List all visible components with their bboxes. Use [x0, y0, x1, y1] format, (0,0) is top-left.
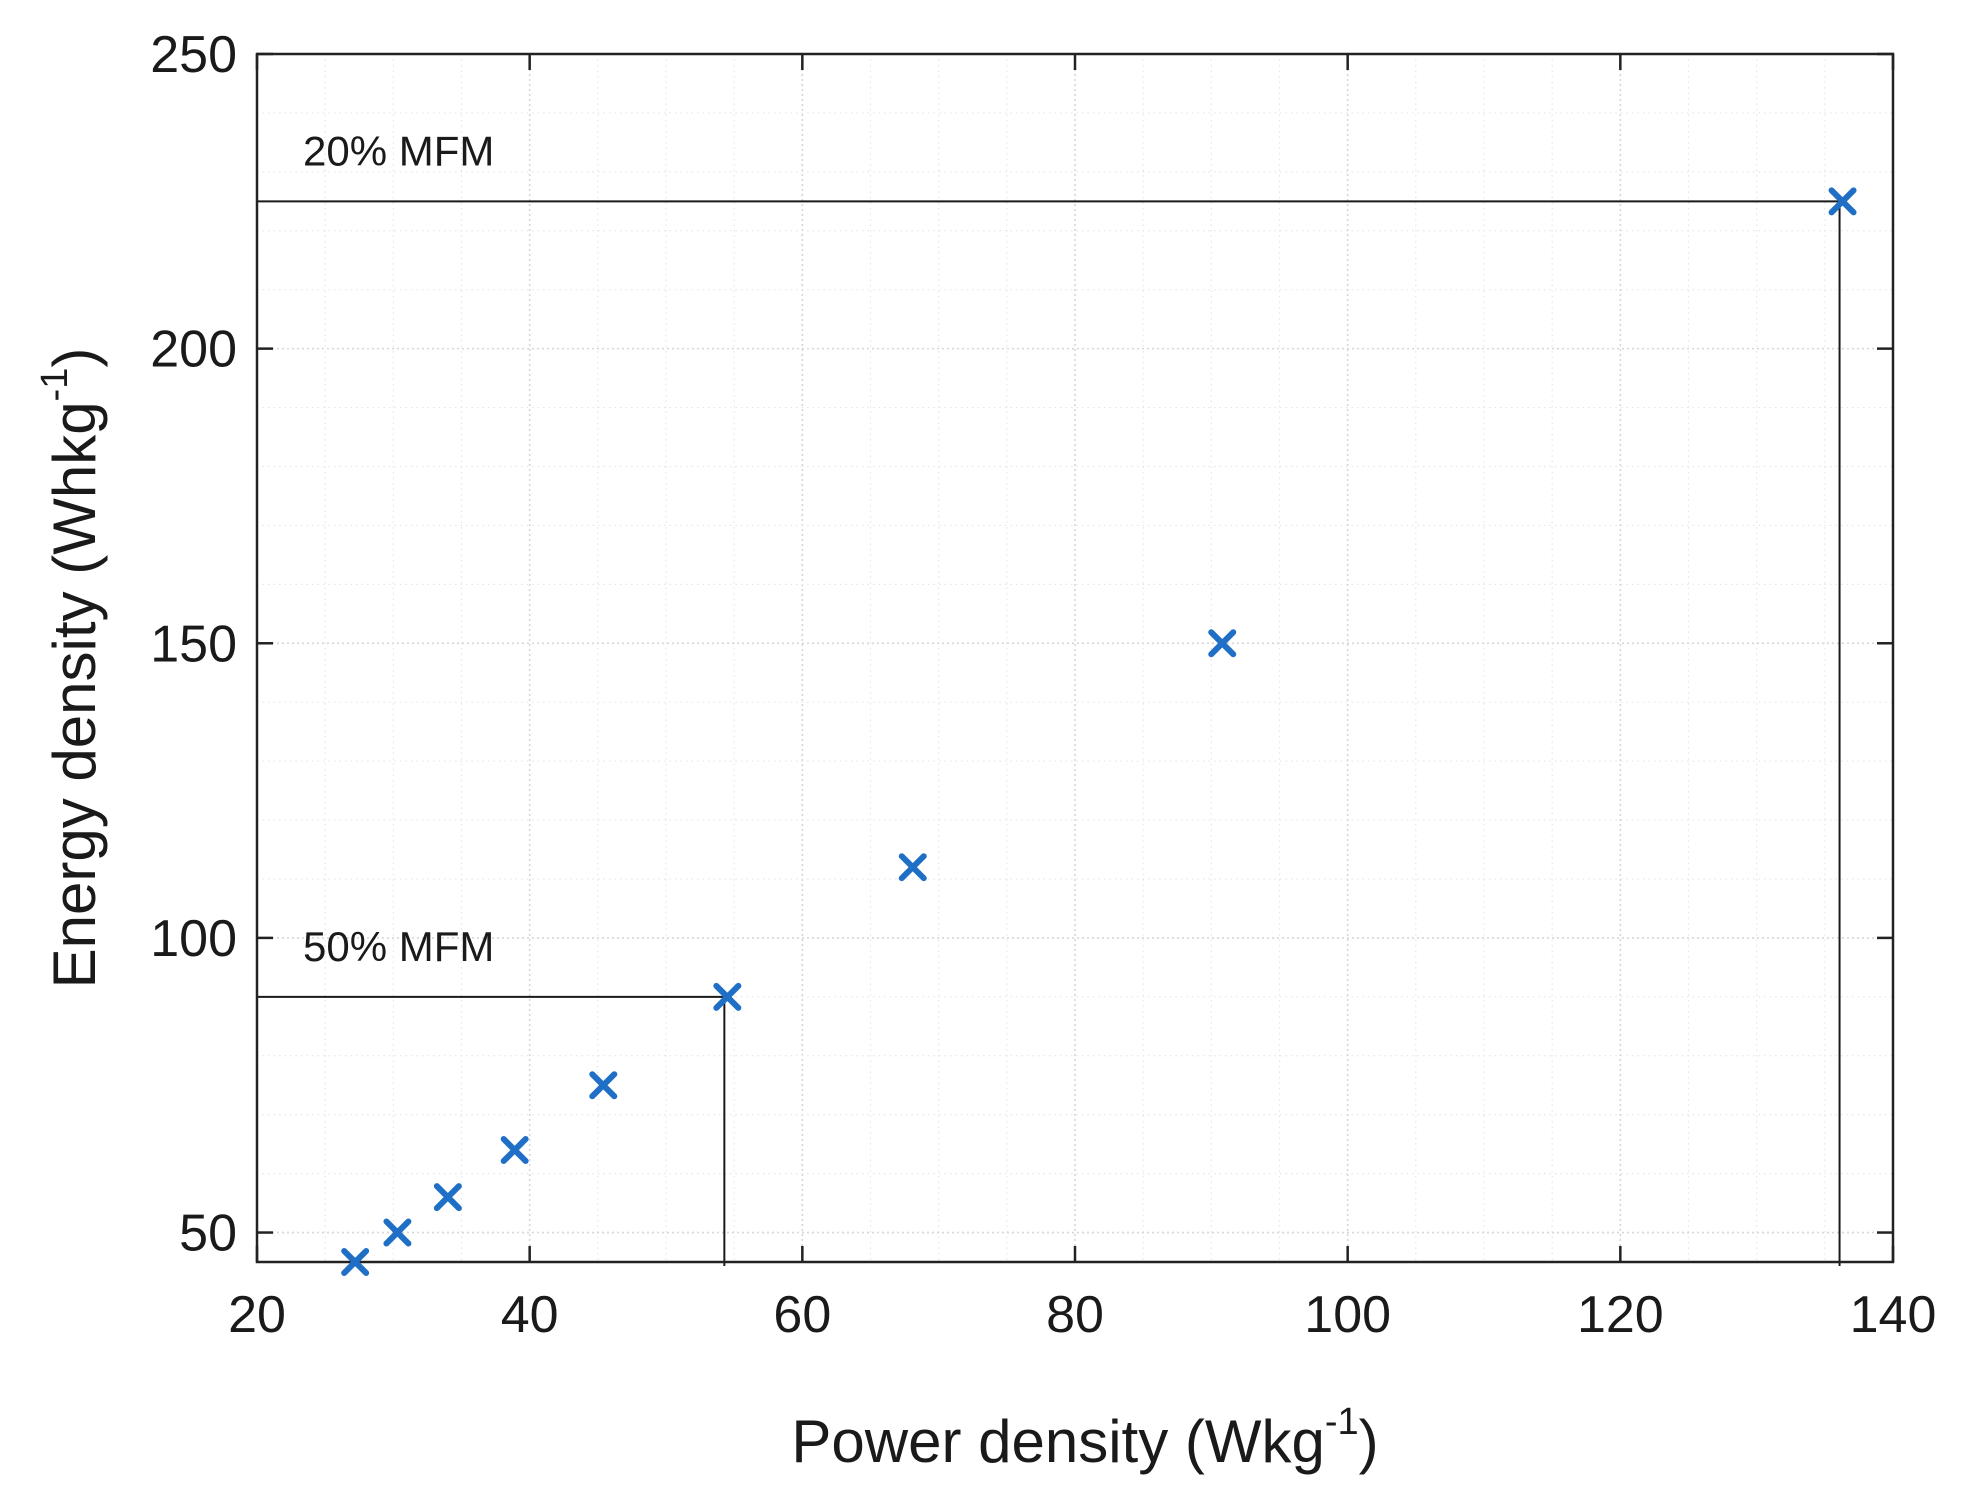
marker-stroke: [898, 853, 927, 882]
marker-stroke: [1208, 629, 1237, 658]
y-tick-label: 200: [150, 321, 237, 379]
annotations: 20% MFM 50% MFM: [303, 127, 494, 970]
marker-stroke: [341, 1248, 370, 1276]
x-tick-label: 60: [773, 1286, 831, 1344]
data-point: [433, 1183, 462, 1212]
x-tick-labels: 20 40 60 80 100 120 140: [228, 1286, 1936, 1344]
x-tick-label: 140: [1850, 1286, 1937, 1344]
marker-stroke: [383, 1218, 412, 1247]
x-tick-label: 100: [1304, 1286, 1391, 1344]
x-tick-label: 80: [1046, 1286, 1104, 1344]
y-axis-title: Energy density (Whkg-1): [34, 348, 108, 989]
marker-stroke: [713, 982, 742, 1011]
data-point: [383, 1218, 412, 1247]
ticks: [255, 52, 1895, 1262]
data-point: [589, 1071, 618, 1100]
annotation-label: 20% MFM: [303, 127, 494, 174]
marker-stroke: [433, 1183, 462, 1212]
marker-stroke: [1828, 187, 1857, 216]
y-tick-labels: 50 100 150 200 250: [150, 26, 237, 1263]
data-point: [1828, 187, 1857, 216]
marker-stroke: [589, 1071, 618, 1100]
data-point: [1208, 629, 1237, 658]
x-tick-label: 40: [501, 1286, 559, 1344]
y-tick-label: 250: [150, 26, 237, 84]
marker-stroke: [500, 1136, 529, 1165]
x-axis-title: Power density (Wkg-1): [791, 1401, 1378, 1475]
y-tick-label: 50: [179, 1205, 237, 1263]
data-point: [341, 1248, 370, 1276]
y-tick-label: 150: [150, 615, 237, 673]
data-point: [713, 982, 742, 1011]
data-point: [898, 853, 927, 882]
data-point: [500, 1136, 529, 1165]
annotation-label: 50% MFM: [303, 923, 494, 970]
y-tick-label: 100: [150, 910, 237, 968]
x-tick-label: 20: [228, 1286, 286, 1344]
data-markers: [341, 187, 1857, 1276]
grid: [256, 53, 1894, 1262]
guide-lines: [257, 200, 1841, 1266]
x-tick-label: 120: [1577, 1286, 1664, 1344]
